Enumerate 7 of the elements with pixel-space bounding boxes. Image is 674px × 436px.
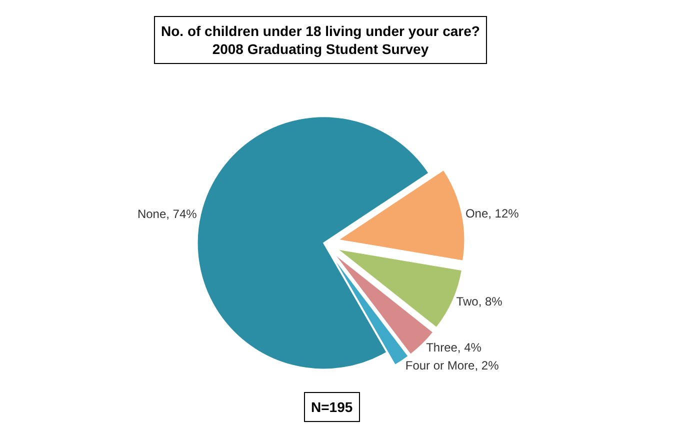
slice-label: Two, 8% [456,294,503,309]
slice-label: Four or More, 2% [405,358,500,373]
slice-label: Three, 4% [426,340,482,355]
slice-label: One, 12% [465,206,520,220]
text: N=195 [311,399,353,415]
slice-label: None, 74% [137,206,198,221]
chart-title: No. of children under 18 living under your care? 2008 Graduating Student Survey [161,23,480,58]
